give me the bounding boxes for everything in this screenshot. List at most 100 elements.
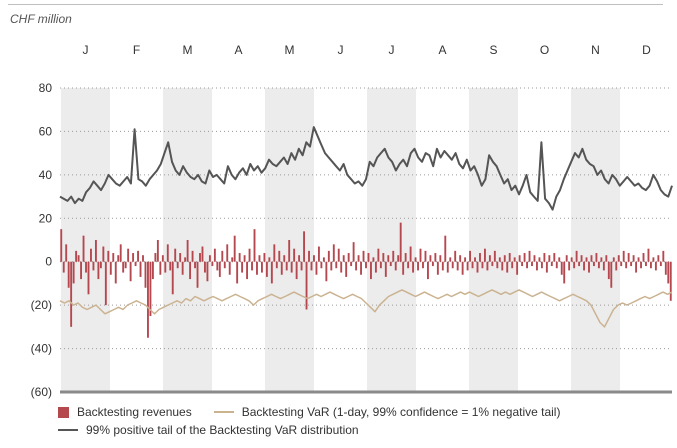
revenue-bar [632,255,635,262]
revenue-bar [104,261,107,306]
month-label: J [338,43,344,57]
top-rule [8,4,663,5]
revenue-bar [622,250,625,262]
revenue-bar [147,261,149,338]
revenue-bar [176,261,179,269]
revenue-bar [213,248,216,262]
revenue-bar [637,257,640,262]
revenue-bar [325,261,328,282]
revenue-bar [320,261,323,269]
revenue-bar [132,253,135,262]
revenue-bar [236,261,239,284]
revenue-bar [327,250,330,262]
revenue-bar [164,261,167,273]
revenue-bar [451,261,454,269]
revenue-bar [360,261,362,275]
revenue-bar [585,257,588,262]
revenue-bar [218,261,221,277]
revenue-bar [469,250,472,262]
revenue-bar [412,261,415,273]
month-label: A [438,43,446,57]
revenue-bar [226,244,229,262]
revenue-bar [290,261,293,273]
revenue-bar [570,257,573,262]
revenue-bar [241,261,244,273]
month-label: S [489,43,497,57]
revenue-bar [342,255,345,262]
revenue-bar [528,250,531,262]
revenue-bar [283,255,286,262]
revenue-bar [87,261,90,295]
revenue-bar [137,250,139,262]
revenue-bar [578,261,581,267]
revenue-bar [253,229,256,262]
revenue-bar [221,250,224,262]
tail-line [59,126,673,211]
revenue-bar [446,261,449,273]
revenue-bar [62,261,65,273]
revenue-bar [171,261,174,295]
revenue-bar [627,253,630,262]
revenue-bar [439,255,442,262]
revenue-bar [332,244,335,262]
revenue-bar [263,253,266,262]
revenue-bar [493,250,496,262]
revenue-bar [459,255,462,262]
revenue-bar [503,255,506,262]
revenue-bar [659,261,662,267]
revenue-bar [300,261,303,271]
revenue-bar [543,253,546,262]
legend-revenue-label: Backtesting revenues [77,405,192,419]
revenue-bar [394,261,397,271]
unit-label: CHF million [10,12,72,26]
revenue-bar [194,261,196,269]
revenue-bar [479,253,481,262]
revenue-bar [199,253,201,262]
revenue-bar [60,229,63,262]
revenue-bar [293,248,296,262]
revenue-bar [588,261,590,273]
legend-var-label: Backtesting VaR (1-day, 99% confidence =… [241,405,561,419]
revenue-bar [516,261,519,275]
month-label: O [540,43,549,57]
revenue-bar [208,255,211,262]
revenue-bar [605,255,608,262]
revenue-bar [270,261,273,284]
legend-revenue-swatch [58,406,69,418]
revenue-bar [491,261,494,267]
revenue-bar [531,261,533,267]
legend-var-swatch [213,411,234,413]
revenue-bar [652,257,655,262]
revenue-bar [526,261,528,269]
revenue-bar [350,261,353,267]
revenue-bar [159,261,162,275]
revenue-bar [174,248,177,262]
revenue-bar [456,261,459,271]
revenue-bar [370,261,372,280]
revenue-bar [97,261,100,280]
revenue-bar [265,261,268,277]
revenue-bar [645,261,647,267]
revenue-bar [285,261,288,271]
y-tick-label: (40) [31,342,52,356]
revenue-bar [593,261,595,267]
revenue-bar [337,248,340,262]
revenue-bar [248,248,251,262]
revenue-bar [409,246,412,262]
revenue-bar [268,257,271,262]
revenue-bar [72,261,75,284]
revenue-bar [471,261,474,269]
revenue-bar [466,261,469,271]
revenue-bar [77,255,80,262]
revenue-bar [384,261,387,277]
revenue-bar [612,257,615,262]
month-shade [367,88,416,392]
revenue-bar [92,261,95,271]
revenue-bar [429,255,432,262]
revenue-bar [389,261,392,267]
revenue-bar [184,257,187,262]
revenue-bar [496,261,499,269]
revenue-bar [251,261,253,271]
revenue-bar [568,261,571,271]
revenue-bar [483,248,486,262]
